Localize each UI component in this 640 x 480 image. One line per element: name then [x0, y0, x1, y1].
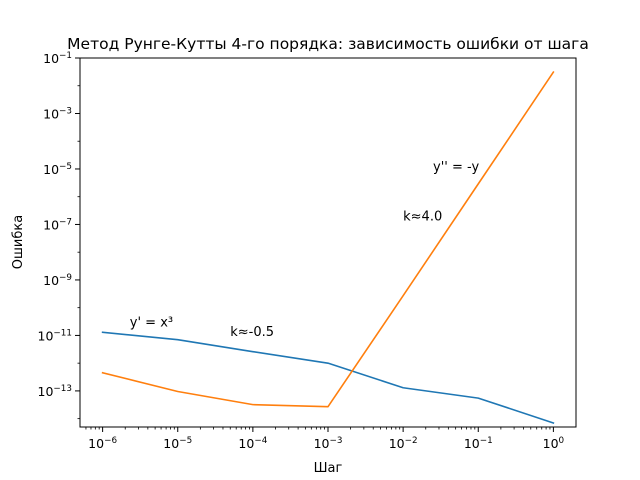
x-tick-exponent: −6 — [104, 436, 117, 446]
x-tick-label: 100 — [543, 436, 565, 451]
annotation-label: y' = x³ — [130, 315, 173, 330]
x-tick-base: 10 — [543, 436, 559, 451]
y-tick-base: 10 — [43, 51, 59, 66]
annotation-label: k≈-0.5 — [230, 325, 274, 340]
x-tick-base: 10 — [314, 436, 330, 451]
y-tick-base: 10 — [43, 162, 59, 177]
x-tick-exponent: −1 — [480, 436, 493, 446]
x-tick-label: 10−1 — [464, 436, 493, 451]
x-tick-exponent: 0 — [559, 436, 565, 446]
y-tick-base: 10 — [38, 384, 54, 399]
y-tick-exponent: −7 — [59, 217, 72, 227]
x-tick-base: 10 — [88, 436, 104, 451]
y-tick-label: 10−1 — [43, 51, 72, 66]
x-axis-ticks: 10−6 10−5 10−4 10−3 10−2 10−1 100 — [85, 427, 565, 451]
y-tick-label: 10−13 — [38, 384, 72, 399]
y-tick-label: 10−11 — [38, 328, 72, 343]
annotation-label: k≈4.0 — [403, 209, 442, 224]
y-tick-exponent: −5 — [59, 162, 72, 172]
x-tick-label: 10−2 — [389, 436, 418, 451]
y-tick-base: 10 — [43, 106, 59, 121]
x-tick-base: 10 — [464, 436, 480, 451]
y-tick-base: 10 — [43, 273, 59, 288]
x-axis-label: Шаг — [314, 461, 343, 476]
y-tick-exponent: −13 — [53, 384, 72, 394]
x-tick-exponent: −2 — [405, 436, 418, 446]
y-tick-label: 10−7 — [43, 217, 72, 232]
x-tick-base: 10 — [389, 436, 405, 451]
y-axis-label: Ошибка — [11, 215, 26, 269]
series-2-line — [101, 70, 555, 408]
y-tick-exponent: −3 — [59, 106, 72, 116]
annotations-layer: y' = x³ k≈-0.5 y'' = -y k≈4.0 — [130, 160, 480, 340]
y-tick-exponent: −9 — [59, 273, 72, 283]
y-tick-label: 10−3 — [43, 106, 72, 121]
x-tick-label: 10−4 — [238, 436, 267, 451]
y-tick-base: 10 — [38, 328, 54, 343]
y-tick-label: 10−9 — [43, 273, 72, 288]
x-tick-base: 10 — [163, 436, 179, 451]
x-tick-exponent: −3 — [329, 436, 342, 446]
x-tick-base: 10 — [238, 436, 254, 451]
y-tick-label: 10−5 — [43, 162, 72, 177]
y-tick-exponent: −1 — [59, 51, 72, 61]
y-tick-exponent: −11 — [53, 328, 72, 338]
x-tick-exponent: −5 — [179, 436, 192, 446]
x-tick-exponent: −4 — [254, 436, 267, 446]
x-tick-label: 10−6 — [88, 436, 117, 451]
x-tick-label: 10−3 — [314, 436, 343, 451]
series-1-line — [101, 331, 555, 424]
x-tick-label: 10−5 — [163, 436, 192, 451]
series-layer — [101, 70, 555, 424]
annotation-label: y'' = -y — [433, 160, 479, 175]
y-tick-base: 10 — [43, 217, 59, 232]
chart-title: Метод Рунге-Кутты 4-го порядка: зависимо… — [67, 35, 589, 53]
